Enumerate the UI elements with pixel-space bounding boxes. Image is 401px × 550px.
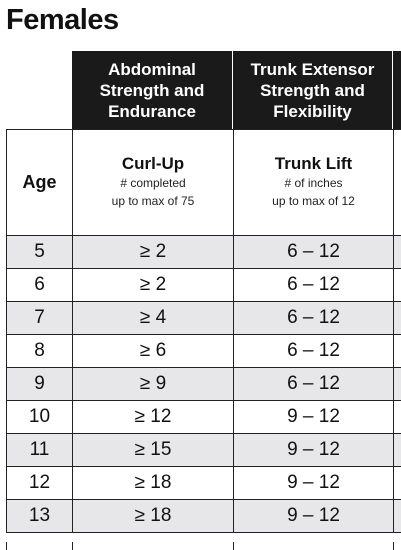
- trunk-lift-cell: 9 – 12: [233, 401, 393, 433]
- next-column-cell: [393, 269, 401, 301]
- header-divider: [6, 129, 401, 130]
- age-cell: 9: [6, 368, 72, 400]
- age-cell: 8: [6, 335, 72, 367]
- age-cell: 10: [6, 401, 72, 433]
- subheader-divider: [6, 235, 401, 236]
- header-next-column: [393, 51, 401, 129]
- trunk-lift-name: Trunk Lift: [274, 154, 353, 173]
- curl-up-cell: ≥ 4: [72, 302, 233, 334]
- next-column-cell: [393, 302, 401, 334]
- next-column-cell: [393, 434, 401, 466]
- curl-up-column-header: Curl-Up # completed up to max of 75: [72, 129, 233, 235]
- curl-up-cell: ≥ 12: [72, 401, 233, 433]
- age-cell: 12: [6, 467, 72, 499]
- page-title: Females: [6, 4, 119, 36]
- age-cell: 11: [6, 434, 72, 466]
- curl-up-cell: ≥ 2: [72, 236, 233, 268]
- trunk-lift-cell: 6 – 12: [233, 368, 393, 400]
- trunk-lift-cell: 9 – 12: [233, 500, 393, 532]
- age-label: Age: [22, 172, 57, 192]
- table-row: 10 ≥ 12 9 – 12: [6, 401, 401, 434]
- next-column-cell: [393, 335, 401, 367]
- table-row: 12 ≥ 18 9 – 12: [6, 467, 401, 500]
- table-row: 11 ≥ 15 9 – 12: [6, 434, 401, 467]
- trunk-lift-desc-2: up to max of 12: [272, 194, 355, 208]
- next-column-cell: [393, 401, 401, 433]
- curl-up-cell: ≥ 15: [72, 434, 233, 466]
- header-abdominal-label: Abdominal Strength and Endurance: [99, 59, 205, 121]
- next-column-cell: [393, 467, 401, 499]
- curl-up-desc-1: # completed: [120, 176, 186, 190]
- header-abdominal: Abdominal Strength and Endurance: [72, 51, 232, 129]
- header-trunk-extensor: Trunk Extensor Strength and Flexibility: [233, 51, 392, 129]
- trunk-lift-column-header: Trunk Lift # of inches up to max of 12: [233, 129, 393, 235]
- trunk-lift-cell: 6 – 12: [233, 302, 393, 334]
- header-trunk-extensor-label: Trunk Extensor Strength and Flexibility: [250, 59, 375, 121]
- curl-up-desc-2: up to max of 75: [111, 194, 195, 208]
- age-cell: 5: [6, 236, 72, 268]
- curl-up-name: Curl-Up: [121, 154, 185, 173]
- table-row: 13 ≥ 18 9 – 12: [6, 500, 401, 533]
- age-cell: 7: [6, 302, 72, 334]
- next-column-cell: [393, 500, 401, 532]
- next-column-cell: [393, 368, 401, 400]
- curl-up-cell: ≥ 9: [72, 368, 233, 400]
- trunk-lift-cell: 9 – 12: [233, 434, 393, 466]
- curl-up-cell: ≥ 18: [72, 500, 233, 532]
- table-continuation: [6, 542, 401, 550]
- next-column-header: [393, 129, 401, 235]
- trunk-lift-cell: 6 – 12: [233, 335, 393, 367]
- trunk-lift-cell: 9 – 12: [233, 467, 393, 499]
- curl-up-cell: ≥ 18: [72, 467, 233, 499]
- trunk-lift-cell: 6 – 12: [233, 236, 393, 268]
- trunk-lift-desc-1: # of inches: [284, 176, 343, 190]
- curl-up-cell: ≥ 6: [72, 335, 233, 367]
- next-column-cell: [393, 236, 401, 268]
- age-cell: 13: [6, 500, 72, 532]
- age-column-header: Age: [6, 129, 72, 235]
- age-cell: 6: [6, 269, 72, 301]
- curl-up-cell: ≥ 2: [72, 269, 233, 301]
- trunk-lift-cell: 6 – 12: [233, 269, 393, 301]
